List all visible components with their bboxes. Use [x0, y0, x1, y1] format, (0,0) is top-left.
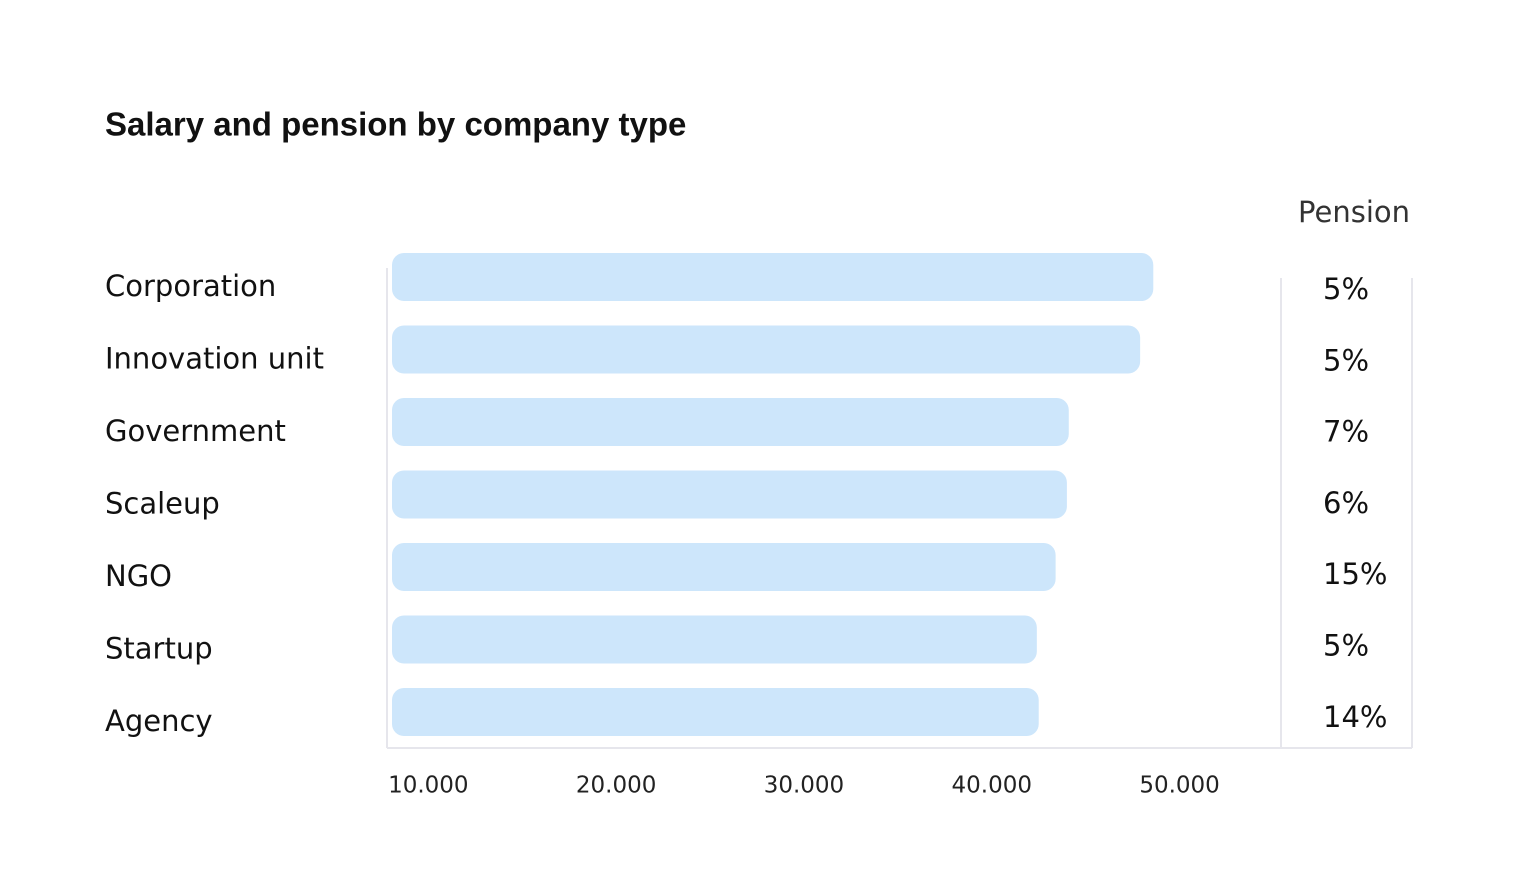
pension-value: 15%	[1323, 557, 1387, 591]
bar	[392, 688, 1039, 736]
category-label: Government	[105, 414, 286, 448]
chart-title: Salary and pension by company type	[105, 106, 686, 143]
x-tick-label: 30.000	[764, 773, 844, 799]
category-label: Startup	[105, 632, 213, 666]
bar	[392, 253, 1154, 301]
pension-value: 5%	[1323, 272, 1369, 306]
bar	[392, 543, 1056, 591]
pension-value: 5%	[1323, 343, 1369, 377]
pension-value: 7%	[1323, 415, 1369, 449]
bar	[392, 325, 1141, 374]
category-label: Innovation unit	[105, 342, 324, 376]
pension-value: 5%	[1323, 629, 1369, 663]
category-label: Agency	[105, 704, 213, 738]
x-tick-label: 20.000	[576, 773, 656, 799]
pension-value: 6%	[1323, 486, 1369, 520]
x-tick-label: 40.000	[952, 773, 1032, 799]
category-label: NGO	[105, 559, 172, 593]
pension-value: 14%	[1323, 700, 1387, 734]
bar	[392, 615, 1037, 664]
category-label: Scaleup	[105, 487, 220, 521]
category-label: Corporation	[105, 269, 276, 303]
pension-header: Pension	[1298, 195, 1410, 229]
bar	[392, 470, 1067, 519]
x-tick-label: 10.000	[388, 773, 468, 799]
x-tick-label: 50.000	[1139, 773, 1219, 799]
bar	[392, 398, 1069, 446]
